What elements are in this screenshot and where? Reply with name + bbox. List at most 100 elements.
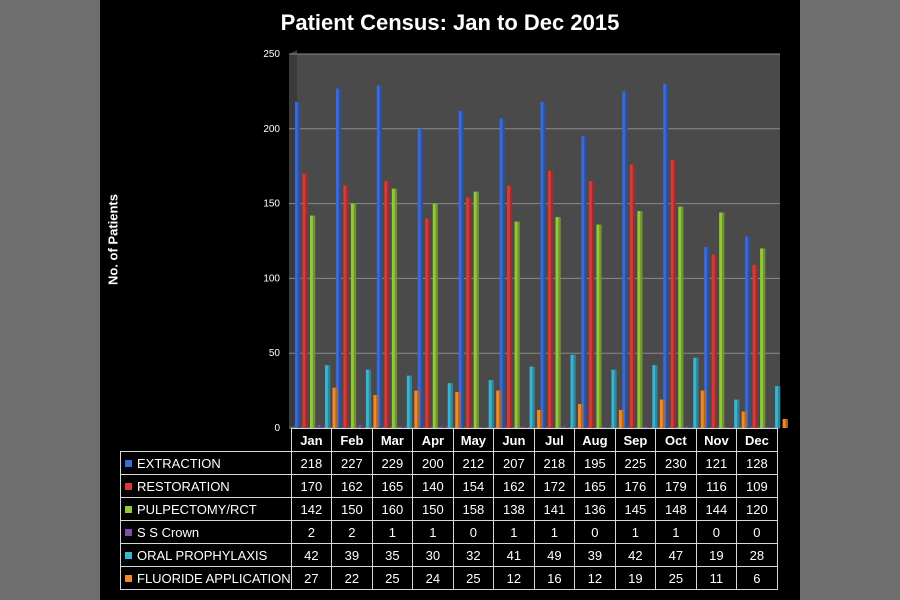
data-table-body: EXTRACTION 218 227 229 200 212 207 218 195 225 230… (120, 451, 778, 590)
series-name: FLUORIDE APPLICATION (120, 566, 292, 590)
table-cell: 42 (614, 543, 657, 567)
bar (782, 419, 788, 428)
bar-shade (402, 426, 405, 428)
bar-shade (707, 246, 710, 428)
bar-shade (696, 357, 699, 428)
bar-shade (673, 160, 676, 428)
table-cell: 47 (655, 543, 697, 567)
month-label: Jul (533, 428, 576, 452)
table-cell: 212 (452, 451, 495, 475)
bar-shade (320, 425, 323, 428)
table-cell: 28 (736, 543, 778, 567)
table-cell: 6 (736, 566, 778, 590)
bar (637, 211, 643, 428)
bar (548, 170, 554, 429)
table-cell: 19 (695, 543, 738, 567)
bar-shade (755, 264, 758, 428)
legend-key (125, 528, 132, 536)
legend-key (125, 574, 132, 582)
bar (622, 91, 628, 429)
bar (514, 221, 520, 428)
y-tick-label: 100 (263, 273, 280, 284)
bar-shade (762, 248, 766, 428)
bar-shade (532, 366, 535, 428)
bar (596, 224, 602, 428)
table-cell: 1 (655, 520, 697, 544)
bar-shade (368, 369, 372, 428)
bar-shade (443, 426, 446, 428)
table-cell: 172 (533, 474, 576, 498)
table-cell: 16 (533, 566, 576, 590)
bar-shade (640, 211, 643, 428)
bar (726, 427, 732, 428)
table-cell: 41 (493, 543, 535, 567)
bar-shade (379, 85, 383, 428)
table-row: PULPECTOMY/RCT 142 150 160 150 158 138 141 136 14… (120, 497, 778, 521)
table-cell: 162 (331, 474, 373, 498)
table-cell: 227 (331, 451, 373, 475)
month-label: Jun (493, 428, 535, 452)
table-cell: 0 (574, 520, 616, 544)
bar (376, 85, 383, 428)
bar (391, 188, 398, 428)
table-cell: 207 (493, 451, 535, 475)
bar (578, 404, 584, 428)
bar (678, 206, 684, 428)
bar (745, 236, 751, 428)
bar (581, 136, 587, 428)
table-cell: 1 (493, 520, 535, 544)
bar (603, 427, 610, 428)
series-label: EXTRACTION (137, 455, 221, 471)
bar (663, 83, 669, 429)
series-label: ORAL PROPHYLAXIS (137, 547, 268, 563)
table-cell: 229 (371, 451, 414, 475)
month-label: May (452, 428, 495, 452)
series-name: RESTORATION (120, 474, 292, 498)
bar (325, 365, 331, 428)
bar-shade (565, 426, 569, 428)
bar (711, 254, 717, 428)
table-cell: 138 (493, 497, 535, 521)
bar (540, 101, 546, 428)
table-cell: 116 (695, 474, 738, 498)
bar-shade (435, 203, 438, 428)
bar-shade (335, 387, 338, 428)
bar-shade (777, 386, 781, 428)
series-label: RESTORATION (137, 478, 230, 494)
bar (685, 426, 691, 428)
bar-shade (625, 91, 628, 429)
bar-shade (305, 173, 308, 428)
bar-shade (703, 390, 706, 428)
bar (767, 427, 773, 428)
bar (700, 390, 706, 428)
table-cell: 0 (695, 520, 738, 544)
bar-shade (394, 188, 398, 428)
bar-shade (655, 365, 658, 428)
bar-shade (387, 181, 390, 428)
series-name: PULPECTOMY/RCT (120, 497, 292, 521)
bar (588, 181, 595, 428)
bar-shade (346, 185, 349, 428)
bar (425, 218, 431, 428)
month-label: Aug (574, 428, 616, 452)
bar (335, 88, 342, 429)
bar (652, 365, 658, 428)
table-cell: 22 (331, 566, 373, 590)
bar-shade (632, 164, 636, 429)
table-cell: 49 (533, 543, 576, 567)
table-cell: 225 (614, 451, 657, 475)
bar-shade (428, 218, 431, 428)
series-label: FLUORIDE APPLICATION (137, 570, 291, 586)
bar-shade (376, 395, 379, 428)
bar (741, 411, 747, 428)
month-header-row: Jan Feb Mar Apr May Jun Jul Aug Sep Oct Nov Dec (120, 428, 778, 452)
bar (496, 390, 502, 428)
bar (350, 203, 357, 428)
bar-shade (499, 390, 502, 428)
bar-shade (599, 224, 602, 428)
bar (563, 426, 569, 428)
bar-shade (469, 197, 472, 428)
series-label: PULPECTOMY/RCT (137, 501, 257, 517)
table-cell: 179 (655, 474, 697, 498)
table-row: S S Crown 2 2 1 1 0 1 1 0 1 1 0 0 (120, 520, 778, 544)
